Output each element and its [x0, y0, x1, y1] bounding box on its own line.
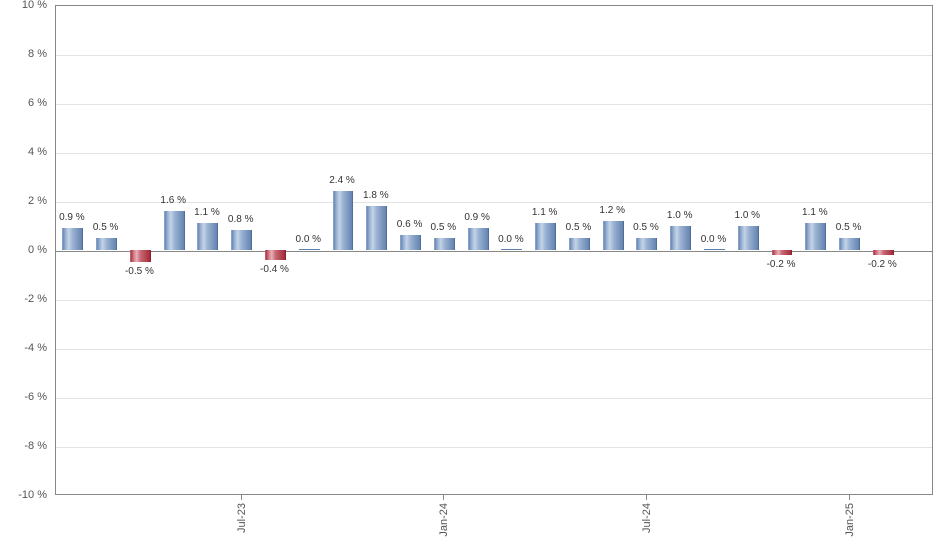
bar	[805, 223, 826, 250]
gridline	[56, 349, 932, 350]
gridline	[56, 398, 932, 399]
bar	[265, 250, 286, 260]
bar	[130, 250, 151, 262]
bar-data-label: 0.5 %	[633, 222, 659, 233]
x-tick-label: Jan-25	[844, 503, 856, 537]
gridline	[56, 300, 932, 301]
bar-data-label: 0.0 %	[498, 234, 524, 245]
bar	[738, 226, 759, 251]
y-tick-label: 4 %	[0, 146, 47, 158]
bar	[670, 226, 691, 251]
bar-data-label: 1.8 %	[363, 190, 389, 201]
bar-data-label: 1.2 %	[599, 205, 625, 216]
x-tick-label: Jul-24	[641, 503, 653, 533]
x-tick-mark	[646, 495, 647, 500]
x-tick-mark	[849, 495, 850, 500]
bar-data-label: 1.0 %	[667, 210, 693, 221]
x-tick-mark	[443, 495, 444, 500]
bar-data-label: 1.0 %	[734, 210, 760, 221]
gridline	[56, 55, 932, 56]
bar-data-label: 0.5 %	[431, 222, 457, 233]
bar-data-label: -0.4 %	[260, 264, 289, 275]
bar-data-label: 0.6 %	[397, 219, 423, 230]
bar	[197, 223, 218, 250]
bar-data-label: 0.0 %	[295, 234, 321, 245]
gridline	[56, 202, 932, 203]
y-tick-label: -8 %	[0, 440, 47, 452]
gridline	[56, 447, 932, 448]
x-tick-label: Jul-23	[236, 503, 248, 533]
bar-data-label: -0.5 %	[125, 266, 154, 277]
bar-chart: -10 % -8 % -6 % -4 % -2 % 0 % 2 % 4 % 6 % 8 % 10 %…	[0, 0, 940, 550]
bar-data-label: -0.2 %	[868, 259, 897, 270]
bar	[535, 223, 556, 250]
bar-data-label: 1.1 %	[532, 207, 558, 218]
bar-data-label: -0.2 %	[767, 259, 796, 270]
bar-data-label: 0.9 %	[464, 212, 490, 223]
bar	[164, 211, 185, 250]
bar-data-label: 0.5 %	[93, 222, 119, 233]
bar	[569, 238, 590, 250]
bar	[231, 230, 252, 250]
bar	[636, 238, 657, 250]
y-tick-label: -10 %	[0, 489, 47, 501]
bar	[400, 235, 421, 250]
x-tick-label: Jan-24	[438, 503, 450, 537]
bar	[873, 250, 894, 255]
bar	[62, 228, 83, 250]
bar	[704, 249, 725, 250]
bar-data-label: 0.5 %	[566, 222, 592, 233]
bar-data-label: 1.1 %	[194, 207, 220, 218]
x-tick-mark	[241, 495, 242, 500]
bar	[501, 249, 522, 250]
bar	[772, 250, 793, 255]
y-tick-label: 10 %	[0, 0, 47, 11]
y-tick-label: -6 %	[0, 391, 47, 403]
bar	[299, 249, 320, 250]
zero-line	[56, 251, 932, 252]
bar-data-label: 0.0 %	[701, 234, 727, 245]
y-tick-label: 2 %	[0, 195, 47, 207]
bar	[603, 221, 624, 250]
bar	[96, 238, 117, 250]
bar-data-label: 0.5 %	[836, 222, 862, 233]
y-tick-label: -4 %	[0, 342, 47, 354]
y-tick-label: -2 %	[0, 293, 47, 305]
gridline	[56, 153, 932, 154]
bar-data-label: 2.4 %	[329, 175, 355, 186]
y-tick-label: 0 %	[0, 244, 47, 256]
bar	[366, 206, 387, 250]
bar-data-label: 1.1 %	[802, 207, 828, 218]
y-tick-label: 6 %	[0, 97, 47, 109]
bar	[839, 238, 860, 250]
y-tick-label: 8 %	[0, 48, 47, 60]
gridline	[56, 104, 932, 105]
bar	[468, 228, 489, 250]
bar-data-label: 0.9 %	[59, 212, 85, 223]
bar	[333, 191, 354, 250]
bar-data-label: 1.6 %	[160, 195, 186, 206]
plot-area	[55, 5, 933, 495]
bar	[434, 238, 455, 250]
bar-data-label: 0.8 %	[228, 214, 254, 225]
